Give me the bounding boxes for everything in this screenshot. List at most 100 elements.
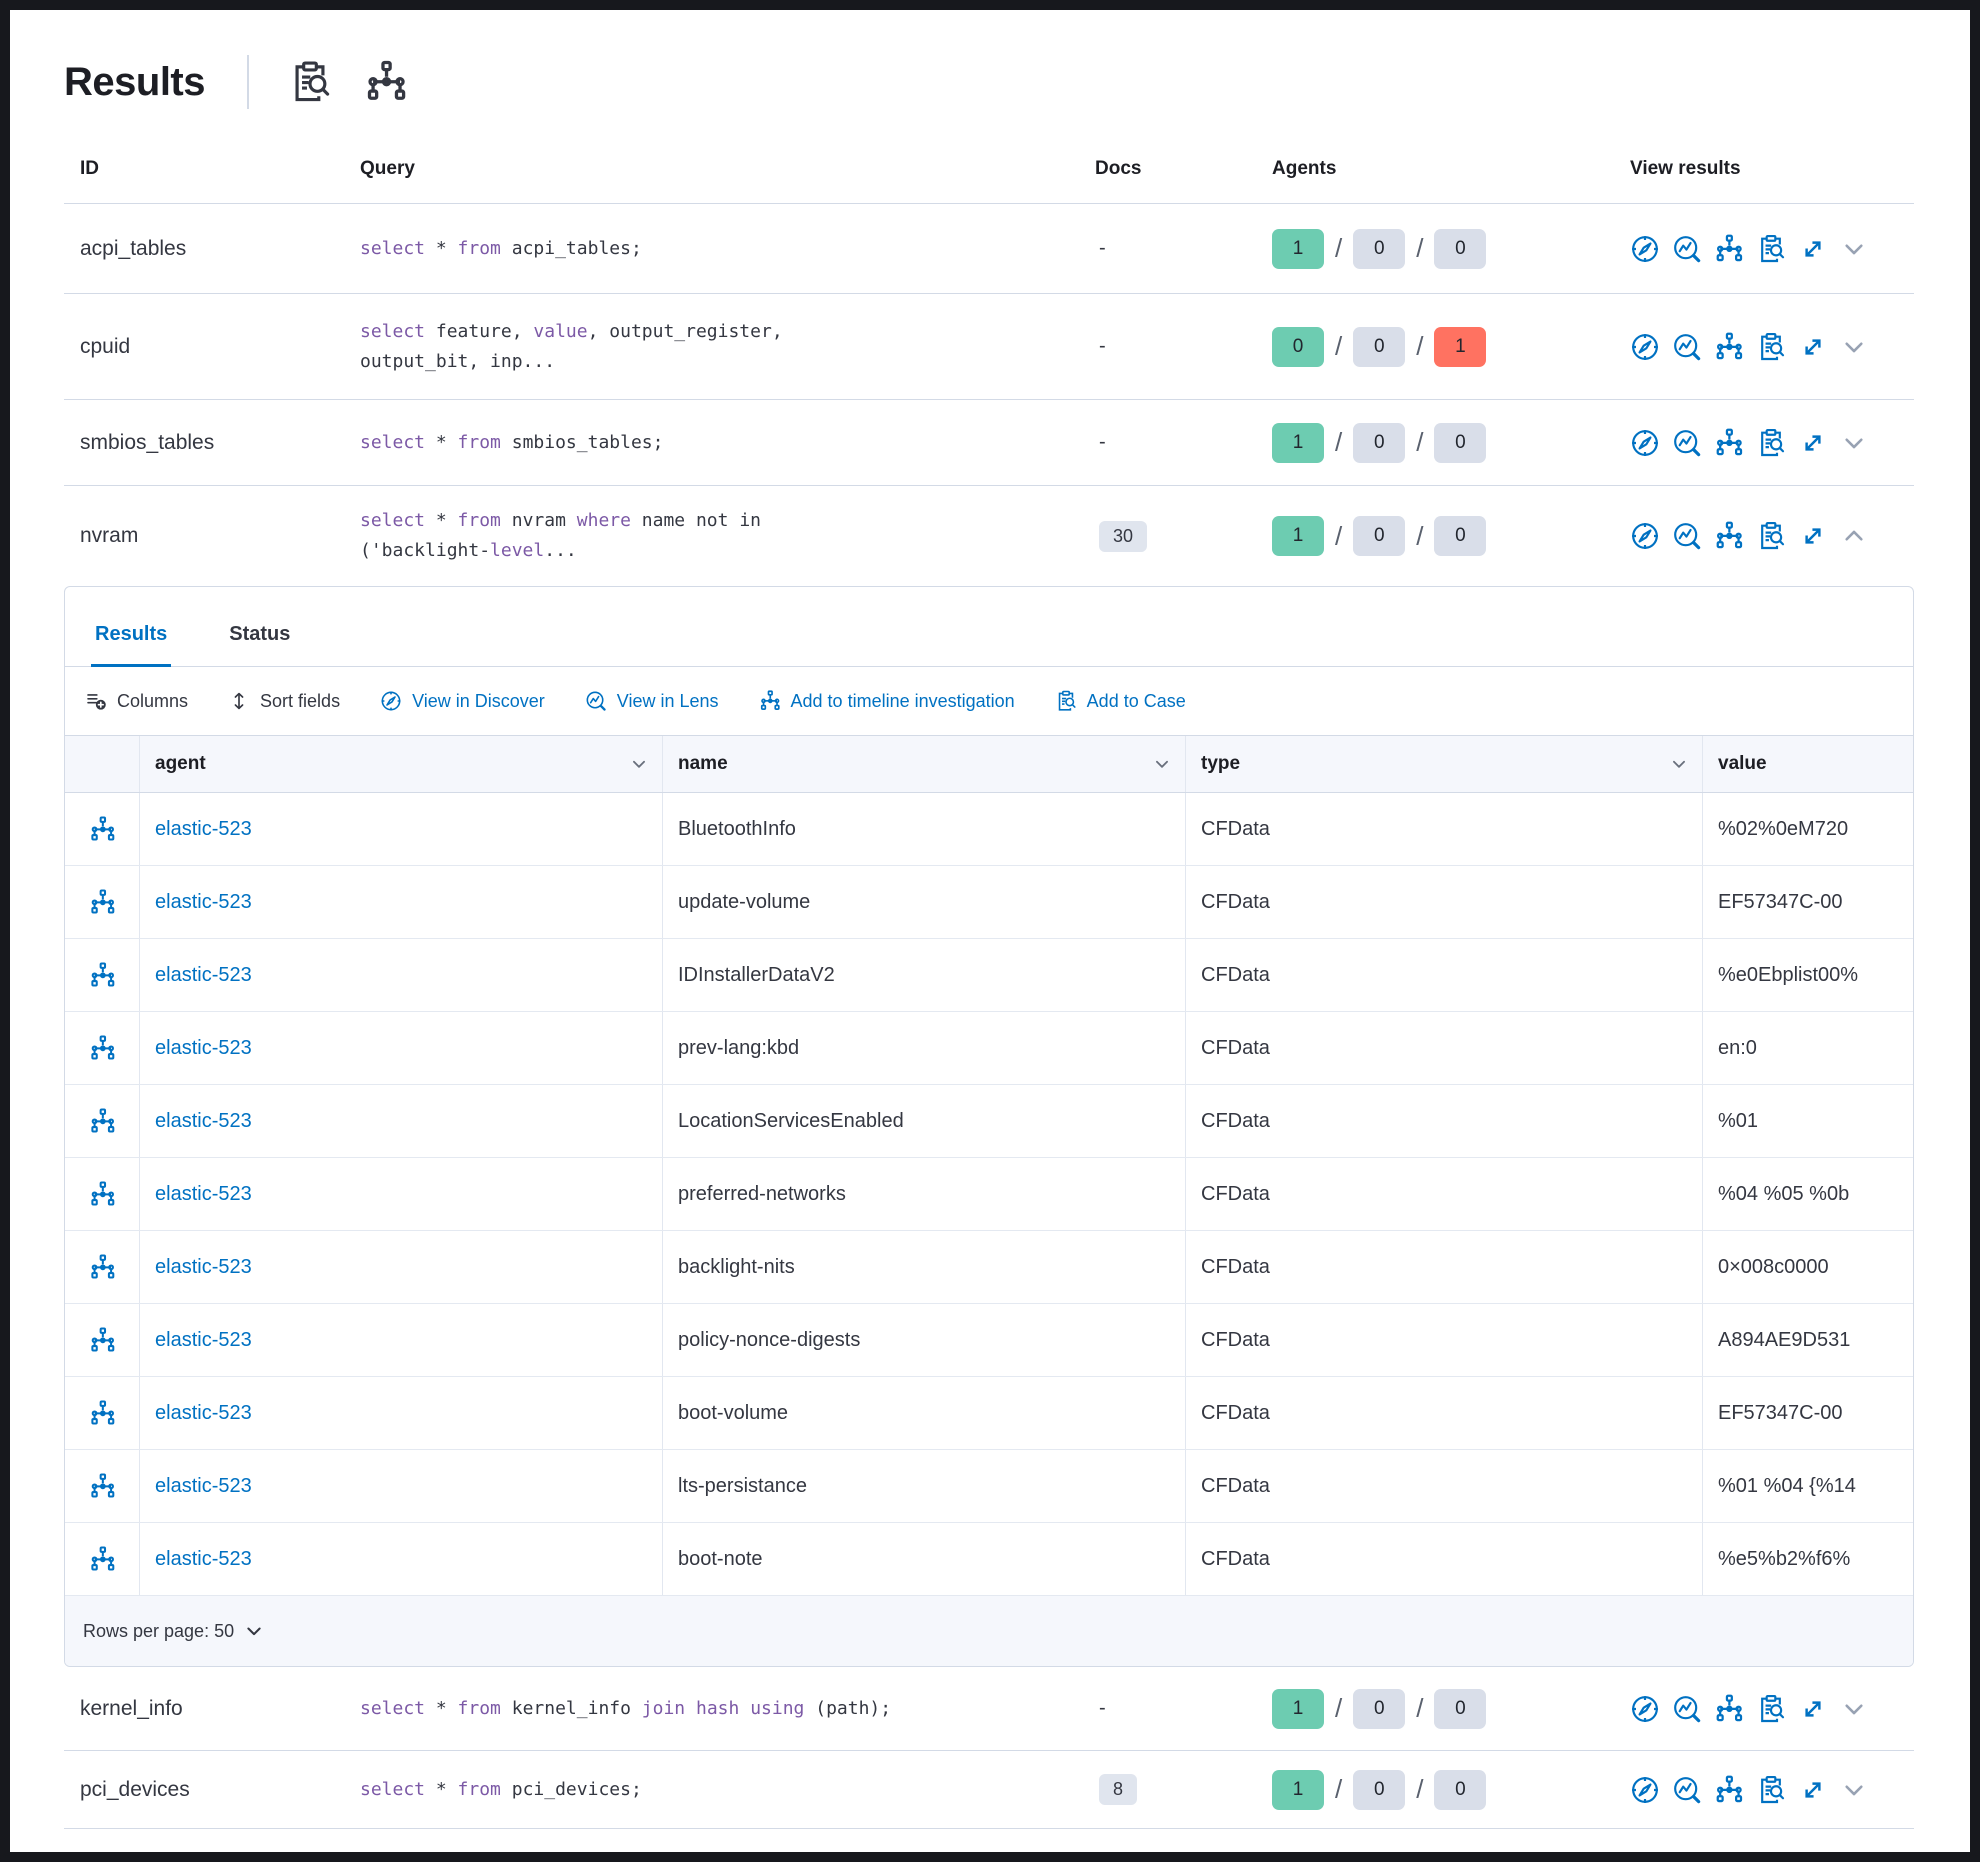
timeline-icon[interactable] xyxy=(1714,234,1744,264)
badge-separator: / xyxy=(1416,427,1424,457)
toolbar-view-in-discover[interactable]: View in Discover xyxy=(380,690,545,712)
agents-status: 1 / 0 / 0 xyxy=(1272,1769,1630,1810)
case-icon[interactable] xyxy=(1756,428,1786,458)
expand-icon[interactable] xyxy=(1798,521,1828,551)
timeline-icon[interactable] xyxy=(1714,332,1744,362)
agent-link[interactable]: elastic-523 xyxy=(155,1328,252,1351)
timeline-icon[interactable] xyxy=(88,1399,116,1427)
timeline-icon[interactable] xyxy=(88,1180,116,1208)
discover-icon[interactable] xyxy=(1630,332,1660,362)
agent-link[interactable]: elastic-523 xyxy=(155,963,252,986)
lens-icon[interactable] xyxy=(1672,1775,1702,1805)
saved-query-icon[interactable] xyxy=(285,57,335,107)
table-row: acpi_tables select * from acpi_tables; -… xyxy=(64,204,1914,294)
lens-icon[interactable] xyxy=(1672,332,1702,362)
case-icon[interactable] xyxy=(1756,521,1786,551)
case-icon[interactable] xyxy=(1756,332,1786,362)
grid-row-icon-cell xyxy=(65,1012,139,1084)
table-row: pci_devices select * from pci_devices; 8… xyxy=(64,1751,1914,1829)
view-results-actions xyxy=(1630,521,1914,551)
timeline-icon[interactable] xyxy=(1714,521,1744,551)
expand-icon[interactable] xyxy=(1798,428,1828,458)
column-header-agents: Agents xyxy=(1272,157,1337,179)
agent-link[interactable]: elastic-523 xyxy=(155,817,252,840)
discover-icon[interactable] xyxy=(1630,234,1660,264)
agent-status-badge-grey: 0 xyxy=(1434,1688,1487,1729)
timeline-icon[interactable] xyxy=(1714,428,1744,458)
expand-row-chevron-down-icon[interactable] xyxy=(1840,333,1868,361)
toolbar-add-to-case[interactable]: Add to Case xyxy=(1055,690,1186,712)
agent-status-badge-grey: 0 xyxy=(1434,422,1487,463)
agent-link[interactable]: elastic-523 xyxy=(155,1036,252,1059)
agent-link[interactable]: elastic-523 xyxy=(155,1182,252,1205)
expand-row-chevron-down-icon[interactable] xyxy=(1840,235,1868,263)
query-id: pci_devices xyxy=(80,1777,190,1801)
agents-status: 1 / 0 / 0 xyxy=(1272,228,1630,269)
timeline-icon[interactable] xyxy=(88,1545,116,1573)
discover-icon[interactable] xyxy=(1630,1775,1660,1805)
agent-link[interactable]: elastic-523 xyxy=(155,1109,252,1132)
chevron-down-icon xyxy=(1153,755,1171,773)
discover-icon[interactable] xyxy=(1630,521,1660,551)
grid-row: elastic-523 LocationServicesEnabled CFData… xyxy=(65,1085,1913,1158)
expand-row-chevron-down-icon[interactable] xyxy=(1840,1776,1868,1804)
timeline-icon[interactable] xyxy=(88,815,116,843)
timeline-icon[interactable] xyxy=(1714,1775,1744,1805)
grid-cell-value: en:0 xyxy=(1702,1012,1913,1084)
expand-icon[interactable] xyxy=(1798,1694,1828,1724)
timeline-icon[interactable] xyxy=(88,1326,116,1354)
grid-cell-value: %01 xyxy=(1702,1085,1913,1157)
agent-status-badge-grey: 0 xyxy=(1434,516,1487,556)
agent-link[interactable]: elastic-523 xyxy=(155,1401,252,1424)
timeline-icon[interactable] xyxy=(88,1107,116,1135)
timeline-icon[interactable] xyxy=(88,961,116,989)
case-icon[interactable] xyxy=(1756,234,1786,264)
lens-icon[interactable] xyxy=(1672,521,1702,551)
rows-per-page-label: Rows per page: 50 xyxy=(83,1620,235,1641)
timeline-icon[interactable] xyxy=(88,888,116,916)
data-grid-body: elastic-523 BluetoothInfo CFData %02%0eM720… xyxy=(65,793,1913,1596)
toolbar-sort-fields[interactable]: Sort fields xyxy=(228,690,340,712)
toolbar-columns[interactable]: Columns xyxy=(85,690,188,712)
collapse-row-chevron-up-icon[interactable] xyxy=(1840,522,1868,550)
agent-link[interactable]: elastic-523 xyxy=(155,1255,252,1278)
tab-status[interactable]: Status xyxy=(229,623,291,645)
lens-icon[interactable] xyxy=(1672,1694,1702,1724)
grid-cell-type: CFData xyxy=(1185,1523,1702,1595)
lens-icon[interactable] xyxy=(1672,428,1702,458)
agent-link[interactable]: elastic-523 xyxy=(155,1474,252,1497)
agent-link[interactable]: elastic-523 xyxy=(155,890,252,913)
grid-column-header-agent[interactable]: agent xyxy=(139,736,662,792)
discover-icon[interactable] xyxy=(1630,428,1660,458)
discover-icon[interactable] xyxy=(1630,1694,1660,1724)
timeline-icon[interactable] xyxy=(88,1253,116,1281)
docs-count: 30 xyxy=(1095,520,1272,552)
case-icon[interactable] xyxy=(1756,1775,1786,1805)
grid-column-header-type[interactable]: type xyxy=(1185,736,1702,792)
toolbar-add-to-timeline-investigation[interactable]: Add to timeline investigation xyxy=(759,690,1015,712)
case-icon[interactable] xyxy=(1756,1694,1786,1724)
column-header-id: ID xyxy=(80,157,99,179)
toolbar-view-in-lens[interactable]: View in Lens xyxy=(585,690,719,712)
tab-results[interactable]: Results xyxy=(91,623,172,667)
expand-icon[interactable] xyxy=(1798,1775,1828,1805)
pack-icon[interactable] xyxy=(361,57,411,107)
rows-per-page-control[interactable]: Rows per page: 50 xyxy=(65,1596,1913,1666)
timeline-icon[interactable] xyxy=(88,1034,116,1062)
agent-status-badge-green: 1 xyxy=(1272,516,1324,556)
grid-cell-type: CFData xyxy=(1185,1450,1702,1522)
timeline-icon[interactable] xyxy=(1714,1694,1744,1724)
grid-cell-type: CFData xyxy=(1185,1085,1702,1157)
grid-column-label: value xyxy=(1718,753,1767,774)
expand-row-chevron-down-icon[interactable] xyxy=(1840,429,1868,457)
timeline-icon[interactable] xyxy=(88,1472,116,1500)
expand-icon[interactable] xyxy=(1798,332,1828,362)
grid-column-header-name[interactable]: name xyxy=(662,736,1185,792)
docs-count-empty: - xyxy=(1099,431,1106,453)
expand-row-chevron-down-icon[interactable] xyxy=(1840,1695,1868,1723)
query-sql: select * from pci_devices; xyxy=(360,1775,1095,1805)
agent-link[interactable]: elastic-523 xyxy=(155,1547,252,1570)
expand-icon[interactable] xyxy=(1798,234,1828,264)
lens-icon[interactable] xyxy=(1672,234,1702,264)
grid-row: elastic-523 boot-note CFData %e5%b2%f6% xyxy=(65,1523,1913,1596)
